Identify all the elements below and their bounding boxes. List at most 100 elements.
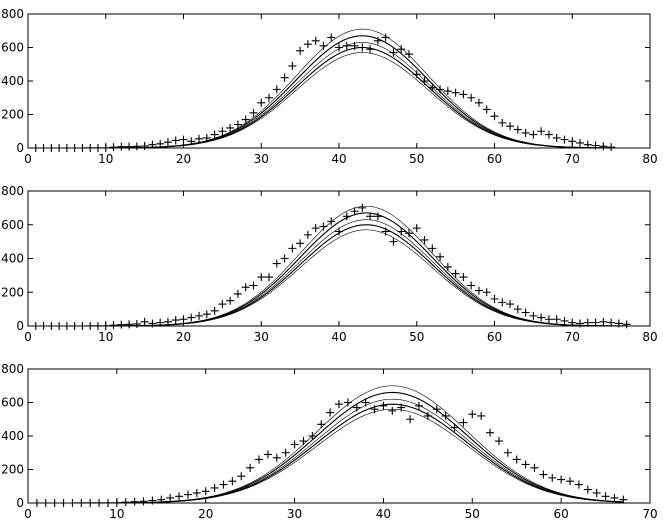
x-tick-label: 10 bbox=[109, 507, 124, 521]
data-point bbox=[441, 411, 450, 420]
data-point bbox=[179, 315, 188, 324]
y-tick-label: 600 bbox=[1, 218, 24, 232]
data-point bbox=[381, 33, 390, 42]
x-tick-label: 30 bbox=[287, 507, 302, 521]
data-point bbox=[317, 420, 326, 429]
data-point bbox=[255, 455, 264, 464]
data-point bbox=[327, 33, 336, 42]
data-point bbox=[552, 133, 561, 142]
y-tick-label: 0 bbox=[16, 141, 24, 155]
x-tick-label: 80 bbox=[642, 330, 657, 344]
data-point bbox=[125, 142, 134, 151]
model-curve bbox=[28, 42, 612, 149]
data-point bbox=[31, 144, 40, 152]
data-point bbox=[77, 499, 86, 507]
data-point bbox=[490, 295, 499, 303]
y-tick-label: 400 bbox=[1, 429, 24, 443]
data-point bbox=[414, 401, 423, 410]
data-point bbox=[459, 273, 468, 282]
data-point bbox=[388, 406, 397, 415]
data-point bbox=[397, 45, 406, 54]
model-curve bbox=[28, 403, 624, 504]
data-point bbox=[101, 144, 110, 152]
data-point bbox=[202, 133, 211, 142]
data-point bbox=[574, 480, 583, 489]
data-point bbox=[521, 460, 530, 469]
data-point bbox=[467, 281, 476, 290]
data-point bbox=[423, 411, 432, 420]
data-point bbox=[335, 400, 343, 409]
data-point bbox=[140, 317, 149, 326]
y-tick-label: 200 bbox=[1, 285, 24, 299]
data-point bbox=[218, 127, 227, 136]
data-point bbox=[379, 401, 388, 410]
data-point bbox=[451, 269, 460, 278]
y-tick-label: 600 bbox=[1, 41, 24, 55]
data-point bbox=[619, 495, 628, 504]
data-point bbox=[397, 403, 406, 412]
data-point bbox=[451, 88, 460, 97]
chart-panel-3: 0 10 20 30 40 50 60 70 0 200 400 600 800 bbox=[1, 362, 658, 521]
x-tick-label: 20 bbox=[176, 152, 191, 166]
data-point bbox=[404, 50, 413, 59]
data-point bbox=[226, 123, 235, 132]
data-point bbox=[86, 144, 95, 152]
x-tick-label: 70 bbox=[642, 507, 657, 521]
data-point bbox=[241, 115, 250, 124]
data-point bbox=[482, 105, 491, 114]
data-point bbox=[397, 227, 406, 236]
data-point bbox=[591, 318, 600, 327]
data-point bbox=[599, 142, 608, 151]
data-point bbox=[226, 296, 235, 305]
data-point bbox=[467, 93, 476, 102]
data-point bbox=[513, 305, 522, 314]
data-point bbox=[246, 463, 255, 472]
data-point bbox=[607, 318, 616, 327]
data-point bbox=[428, 83, 437, 92]
model-curve bbox=[28, 28, 612, 149]
y-tick-label: 800 bbox=[1, 7, 24, 21]
data-point bbox=[583, 318, 592, 327]
data-point bbox=[132, 142, 141, 151]
data-point bbox=[139, 497, 148, 506]
data-point bbox=[210, 130, 219, 139]
data-point bbox=[41, 499, 50, 507]
data-point bbox=[290, 440, 299, 449]
data-point bbox=[412, 70, 421, 79]
data-point bbox=[557, 475, 566, 484]
data-point bbox=[121, 498, 130, 507]
data-point bbox=[512, 455, 521, 464]
data-point bbox=[601, 492, 610, 501]
x-tick-label: 0 bbox=[24, 507, 32, 521]
data-point bbox=[342, 41, 351, 50]
x-tick-label: 20 bbox=[198, 507, 213, 521]
data-point bbox=[272, 259, 281, 268]
data-point bbox=[530, 463, 539, 472]
data-point bbox=[280, 73, 289, 82]
data-point bbox=[370, 405, 379, 414]
data-point bbox=[192, 488, 201, 497]
data-point bbox=[303, 40, 312, 49]
data-point bbox=[482, 288, 491, 297]
y-tick-label: 0 bbox=[16, 319, 24, 333]
data-point bbox=[494, 437, 503, 446]
data-point bbox=[257, 273, 266, 282]
data-point bbox=[50, 499, 59, 507]
data-point bbox=[583, 485, 592, 494]
data-point bbox=[412, 224, 421, 233]
data-point bbox=[55, 144, 64, 152]
data-point bbox=[257, 98, 266, 107]
x-tick-label: 0 bbox=[24, 152, 32, 166]
model-curve bbox=[28, 219, 627, 327]
model-curve bbox=[28, 229, 627, 327]
data-point bbox=[342, 212, 351, 221]
data-point bbox=[474, 98, 483, 107]
model-curve bbox=[28, 224, 627, 327]
data-point bbox=[228, 477, 237, 486]
data-point bbox=[358, 203, 367, 212]
model-curve bbox=[28, 35, 612, 149]
data-point bbox=[163, 138, 172, 147]
data-point bbox=[187, 137, 196, 146]
data-point bbox=[109, 143, 118, 152]
